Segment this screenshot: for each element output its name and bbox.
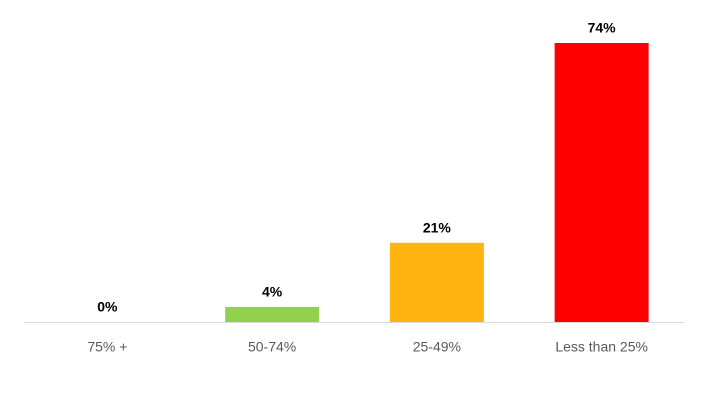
x-tick-label: Less than 25% (555, 339, 648, 355)
bar (225, 306, 320, 322)
value-label: 0% (97, 299, 118, 315)
x-tick-label: 25-49% (413, 339, 461, 355)
bar (554, 43, 649, 322)
x-tick-label: 50-74% (248, 339, 296, 355)
bar (389, 242, 484, 322)
value-label: 21% (423, 220, 452, 236)
x-tick-label: 75% + (87, 339, 127, 355)
value-label: 4% (262, 284, 283, 300)
value-label: 74% (588, 20, 617, 36)
